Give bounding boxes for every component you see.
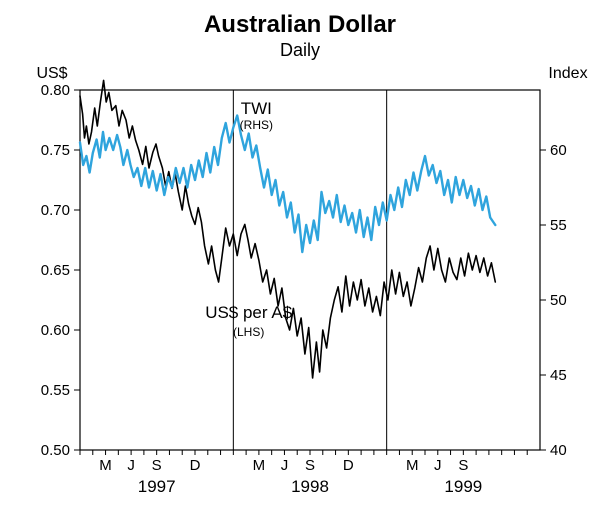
left-tick-label: 0.80 bbox=[41, 82, 70, 99]
month-label: S bbox=[152, 457, 162, 474]
year-label: 1997 bbox=[138, 477, 176, 496]
right-axis-label: Index bbox=[548, 65, 587, 82]
series-label: TWI bbox=[241, 99, 272, 118]
year-label: 1998 bbox=[291, 477, 329, 496]
right-tick-label: 55 bbox=[550, 217, 567, 234]
right-tick-label: 45 bbox=[550, 367, 567, 384]
month-label: J bbox=[434, 457, 442, 474]
month-label: J bbox=[281, 457, 289, 474]
left-tick-label: 0.60 bbox=[41, 322, 70, 339]
month-label: S bbox=[305, 457, 315, 474]
month-label: M bbox=[406, 457, 419, 474]
left-axis-label: US$ bbox=[36, 65, 67, 82]
chart-subtitle: Daily bbox=[280, 40, 320, 60]
left-tick-label: 0.65 bbox=[41, 262, 70, 279]
year-label: 1999 bbox=[444, 477, 482, 496]
right-tick-label: 40 bbox=[550, 442, 567, 459]
month-label: D bbox=[190, 457, 201, 474]
month-label: M bbox=[99, 457, 112, 474]
series-label: US$ per A$ bbox=[205, 303, 292, 322]
month-label: S bbox=[458, 457, 468, 474]
series-sub-label: (RHS) bbox=[240, 118, 273, 132]
series-sub-label: (LHS) bbox=[233, 325, 264, 339]
left-tick-label: 0.55 bbox=[41, 382, 70, 399]
left-tick-label: 0.75 bbox=[41, 142, 70, 159]
month-label: D bbox=[343, 457, 354, 474]
month-label: J bbox=[127, 457, 135, 474]
right-tick-label: 60 bbox=[550, 142, 567, 159]
left-tick-label: 0.70 bbox=[41, 202, 70, 219]
month-label: M bbox=[253, 457, 266, 474]
right-tick-label: 50 bbox=[550, 292, 567, 309]
chart-title: Australian Dollar bbox=[204, 11, 396, 38]
chart-container: Australian DollarDaily 0.50 0.55 0.60 0.65 0.… bbox=[0, 0, 600, 524]
left-tick-label: 0.50 bbox=[41, 442, 70, 459]
